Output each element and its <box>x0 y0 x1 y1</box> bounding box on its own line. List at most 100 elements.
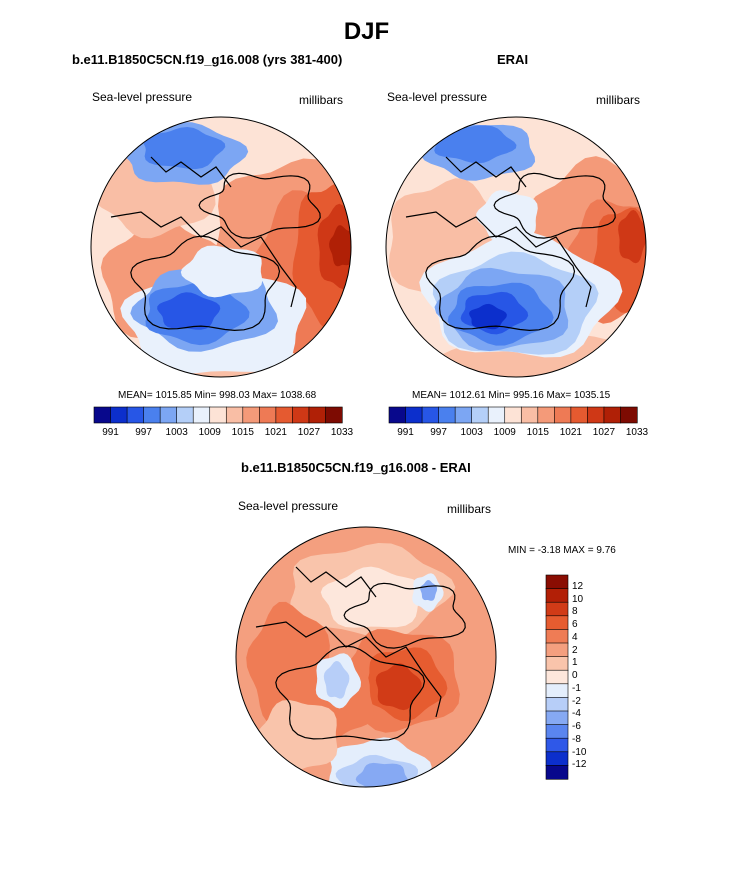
colorbar-swatch <box>242 406 260 424</box>
colorbar-swatch <box>545 574 569 590</box>
colorbar-swatch <box>570 406 588 424</box>
diff-polar-map <box>235 526 497 788</box>
obs-polar-map <box>385 116 647 378</box>
colorbar-tick-label: 1009 <box>198 427 221 438</box>
field-contour-region <box>143 127 226 170</box>
colorbar-tick-label: 997 <box>135 427 152 438</box>
model-colorbar-ticks: 991 997 1003 1009 1015 1021 1027 1033 <box>94 427 353 441</box>
colorbar-swatch <box>93 406 112 424</box>
map-boundary <box>90 116 352 378</box>
colorbar-tick-label: 6 <box>572 619 578 630</box>
field-contour-region <box>618 209 646 264</box>
obs-colorbar-ticks: 991 997 1003 1009 1015 1021 1027 1033 <box>389 427 648 441</box>
colorbar-tick-label: 1 <box>572 657 578 669</box>
colorbar-swatch <box>259 406 277 424</box>
colorbar-swatch <box>275 406 293 424</box>
colorbar-tick-label: 1033 <box>330 427 354 438</box>
colorbar-tick-label: 1009 <box>493 427 516 438</box>
diff-panel-title: b.e11.B1850C5CN.f19_g16.008 - ERAI <box>241 460 471 475</box>
colorbar-swatch <box>545 737 569 753</box>
colorbar-tick-label: 2 <box>572 644 578 656</box>
colorbar-swatch <box>438 406 456 424</box>
colorbar-swatch <box>545 615 569 630</box>
obs-variable-label: Sea-level pressure <box>387 90 488 104</box>
diff-colorbar-ticks: 12 10 8 6 4 2 1 0 -1 -2 -4 -6 -8 -10 -12 <box>572 575 602 779</box>
map-boundary <box>235 526 497 788</box>
colorbar-tick-label: -6 <box>572 721 581 732</box>
model-stats: MEAN= 1015.85 Min= 998.03 Max= 1038.68 <box>118 390 317 401</box>
colorbar-swatch <box>192 406 211 424</box>
colorbar-swatch <box>143 406 161 424</box>
colorbar-swatch <box>545 656 569 671</box>
colorbar-swatch <box>325 406 343 424</box>
field-contour-region <box>420 580 438 601</box>
colorbar-swatch <box>504 406 522 424</box>
colorbar-swatch <box>537 406 555 424</box>
model-units-label: millibars <box>299 93 344 107</box>
colorbar-tick-label: 10 <box>572 593 584 605</box>
colorbar-swatch <box>545 751 569 767</box>
colorbar-tick-label: -10 <box>572 746 587 758</box>
colorbar-swatch <box>603 406 622 424</box>
colorbar-tick-label: 1015 <box>526 427 549 438</box>
colorbar-tick-label: -2 <box>572 695 581 707</box>
field-contour-region <box>180 245 263 298</box>
colorbar-swatch <box>454 406 473 424</box>
model-polar-map <box>90 116 352 378</box>
main-title: DJF <box>343 18 390 45</box>
colorbar-swatch <box>554 406 572 424</box>
diff-variable-label: Sea-level pressure <box>238 499 339 513</box>
colorbar-tick-label: 991 <box>102 427 119 438</box>
colorbar-swatch <box>126 406 145 424</box>
colorbar-tick-label: -4 <box>572 708 581 720</box>
colorbar-swatch <box>110 406 128 424</box>
colorbar-swatch <box>520 406 539 424</box>
colorbar-swatch <box>545 642 569 658</box>
colorbar-swatch <box>471 406 489 424</box>
colorbar-swatch <box>405 406 423 424</box>
colorbar-swatch <box>176 406 194 424</box>
colorbar-swatch <box>545 724 569 739</box>
colorbar-swatch <box>225 406 244 424</box>
field-contour-region <box>157 292 221 330</box>
colorbar-tick-label: 991 <box>397 427 414 438</box>
colorbar-swatch <box>292 406 310 424</box>
colorbar-tick-label: 1021 <box>559 427 582 438</box>
field-contour-region <box>469 303 507 330</box>
colorbar-swatch <box>545 765 569 780</box>
coastline-outlines <box>405 156 616 332</box>
obs-stats: MEAN= 1012.61 Min= 995.16 Max= 1035.15 <box>412 390 611 401</box>
obs-panel-title: ERAI <box>497 52 529 67</box>
obs-colorbar <box>388 406 638 424</box>
colorbar-tick-label: 1015 <box>231 427 254 438</box>
coastline-outlines <box>255 566 466 742</box>
model-panel-title: b.e11.B1850C5CN.f19_g16.008 (yrs 381-400… <box>72 52 343 67</box>
colorbar-swatch <box>545 669 569 685</box>
colorbar-swatch <box>545 710 569 726</box>
colorbar-tick-label: -8 <box>572 733 581 745</box>
field-contour-region <box>320 566 425 628</box>
obs-units-label: millibars <box>596 93 641 107</box>
colorbar-tick-label: 4 <box>572 631 578 643</box>
colorbar-tick-label: 1003 <box>165 427 188 438</box>
colorbar-swatch <box>545 588 569 603</box>
model-variable-label: Sea-level pressure <box>92 90 193 104</box>
diff-units-label: millibars <box>447 502 492 516</box>
colorbar-swatch <box>545 601 569 617</box>
colorbar-tick-label: 0 <box>572 670 578 681</box>
colorbar-swatch <box>209 406 227 424</box>
field-contour-region <box>434 125 517 164</box>
colorbar-swatch <box>308 406 327 424</box>
colorbar-swatch <box>421 406 440 424</box>
colorbar-swatch <box>545 629 569 644</box>
field-contour-region <box>329 225 351 267</box>
colorbar-swatch <box>159 406 178 424</box>
colorbar-tick-label: 12 <box>572 580 584 592</box>
coastline-outlines <box>110 156 321 332</box>
colorbar-swatch <box>545 697 569 712</box>
colorbar-swatch <box>487 406 506 424</box>
colorbar-swatch <box>545 683 569 699</box>
colorbar-swatch <box>620 406 638 424</box>
colorbar-tick-label: 1021 <box>264 427 287 438</box>
diff-stats: MIN = -3.18 MAX = 9.76 <box>508 545 616 556</box>
